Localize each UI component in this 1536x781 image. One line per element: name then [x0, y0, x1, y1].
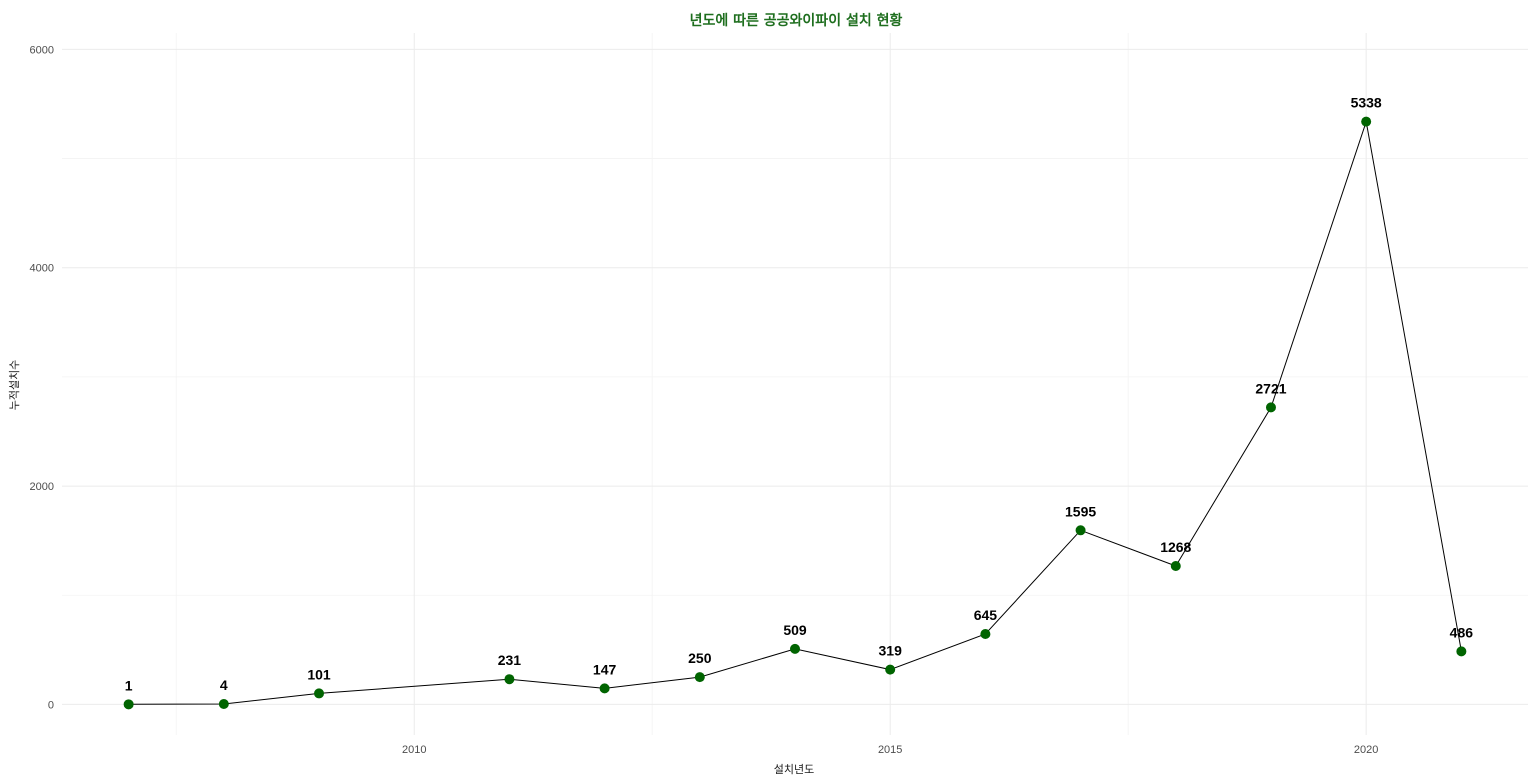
series-line — [128, 121, 1462, 705]
data-point — [885, 664, 896, 675]
data-label: 5338 — [1351, 95, 1382, 111]
data-point — [599, 683, 610, 694]
x-tick-label: 2020 — [1354, 744, 1378, 756]
chart-title: 년도에 따른 공공와이파이 설치 현황 — [690, 12, 903, 29]
data-label: 1 — [125, 677, 133, 693]
data-label: 319 — [879, 643, 903, 659]
y-tick-label: 4000 — [30, 263, 54, 275]
data-point — [1170, 560, 1181, 571]
x-tick-label: 2015 — [878, 744, 902, 756]
data-point — [1361, 116, 1372, 127]
y-tick-label: 2000 — [30, 481, 54, 493]
data-label: 509 — [783, 622, 807, 638]
data-label: 147 — [593, 661, 617, 677]
data-point — [790, 643, 800, 654]
data-label: 1595 — [1065, 503, 1096, 519]
data-point — [694, 672, 705, 683]
y-tick-label: 0 — [48, 699, 54, 711]
data-labels: 1 4 101 231 147 250 509 319 645 1595 1268 2721 5338 4… — [125, 95, 1474, 694]
y-axis-title: 누적설치수 — [8, 360, 21, 411]
data-point — [1456, 646, 1467, 657]
data-label: 486 — [1450, 624, 1474, 640]
data-label: 250 — [688, 650, 712, 666]
x-tick-label: 2010 — [402, 744, 426, 756]
data-label: 4 — [220, 677, 228, 693]
data-point — [504, 674, 515, 685]
y-axis-ticks: 0 2000 4000 6000 — [30, 44, 54, 711]
data-label: 1268 — [1160, 539, 1191, 555]
data-point — [1075, 525, 1086, 536]
x-axis-ticks: 2010 2015 2020 — [402, 744, 1378, 756]
data-point — [980, 629, 991, 640]
data-label: 2721 — [1255, 380, 1286, 396]
data-point — [1265, 402, 1276, 413]
series-group — [123, 116, 1467, 710]
y-tick-label: 6000 — [30, 44, 54, 56]
data-point — [218, 698, 229, 709]
data-point — [314, 688, 325, 699]
data-label: 645 — [974, 607, 998, 623]
data-point — [123, 699, 134, 710]
grid — [62, 33, 1528, 735]
data-label: 231 — [498, 652, 522, 668]
x-axis-title: 설치년도 — [774, 763, 814, 776]
data-label: 101 — [307, 666, 331, 682]
